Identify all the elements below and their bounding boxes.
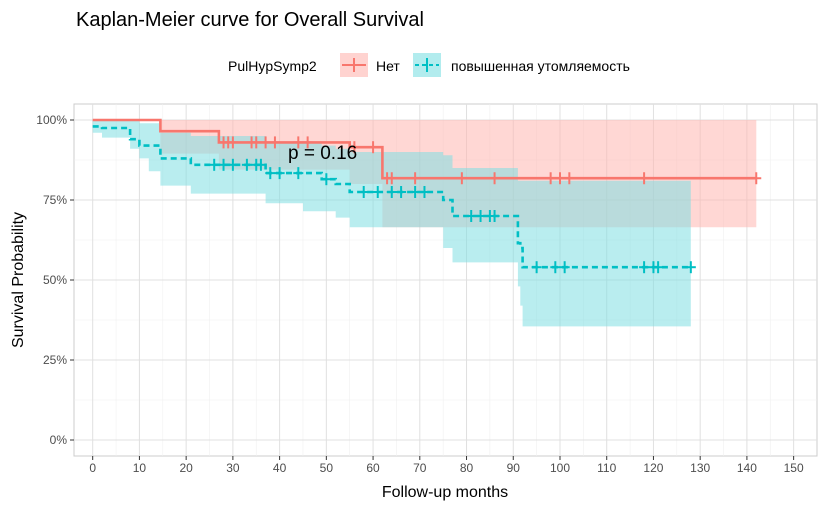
y-tick-label: 0% — [50, 433, 68, 447]
censor-mark-1 — [386, 186, 397, 198]
censor-mark-0 — [410, 172, 421, 185]
censor-mark-1 — [559, 261, 570, 274]
x-axis: 0 10 20 30 40 50 60 70 80 90 100 110 120 130 140 150 — [89, 456, 804, 475]
censor-mark-0 — [386, 172, 397, 185]
y-tick-label: 75% — [43, 193, 67, 207]
x-tick-label: 80 — [460, 461, 474, 475]
censor-mark-1 — [531, 261, 542, 274]
survival-curves — [92, 118, 757, 269]
x-tick-label: 20 — [179, 461, 193, 475]
censor-mark-1 — [489, 210, 500, 222]
censor-mark-0 — [251, 136, 262, 149]
x-tick-label: 120 — [643, 461, 663, 475]
legend-key-0 — [342, 58, 366, 72]
x-tick-label: 90 — [507, 461, 521, 475]
censor-mark-0 — [751, 172, 762, 185]
censor-mark-1 — [274, 167, 285, 180]
x-tick-label: 150 — [784, 461, 804, 475]
x-axis-title: Follow-up months — [382, 484, 508, 501]
censor-mark-0 — [456, 172, 467, 185]
survival-line-1 — [92, 125, 691, 269]
censor-mark-1 — [218, 158, 229, 171]
x-tick-label: 30 — [226, 461, 240, 475]
censor-mark-0 — [368, 141, 379, 154]
x-tick-label: 60 — [366, 461, 380, 475]
x-tick-label: 50 — [320, 461, 334, 475]
censor-marks — [209, 136, 762, 274]
x-tick-label: 130 — [690, 461, 710, 475]
ci-band-1 — [92, 120, 691, 327]
censor-mark-1 — [358, 186, 369, 198]
censor-mark-1 — [209, 158, 220, 171]
censor-mark-1 — [550, 261, 561, 274]
censor-mark-1 — [639, 261, 650, 274]
y-tick-label: 25% — [43, 353, 67, 367]
p-value-annotation: p = 0.16 — [288, 143, 357, 164]
censor-mark-1 — [419, 186, 430, 198]
censor-mark-1 — [653, 261, 664, 274]
censor-mark-0 — [564, 172, 575, 185]
censor-mark-1 — [372, 186, 383, 198]
censor-mark-0 — [227, 136, 238, 149]
censor-mark-1 — [265, 167, 276, 180]
censor-mark-1 — [227, 158, 238, 171]
legend-key-1 — [415, 58, 439, 72]
censor-mark-1 — [293, 167, 304, 180]
y-axis: 0% 25% 50% 75% 100% — [36, 113, 74, 447]
censor-mark-0 — [489, 172, 500, 185]
censor-mark-1 — [241, 158, 252, 171]
censor-mark-0 — [639, 172, 650, 185]
x-tick-label: 10 — [133, 461, 147, 475]
censor-mark-0 — [293, 136, 304, 149]
censor-mark-1 — [396, 186, 407, 198]
censor-mark-1 — [255, 158, 266, 171]
censor-mark-0 — [545, 172, 556, 185]
censor-mark-1 — [685, 261, 696, 274]
legend: PulHypSymp2 Нет повышенная утомляемость — [228, 53, 630, 77]
legend-title: PulHypSymp2 — [228, 58, 317, 74]
censor-mark-1 — [410, 186, 421, 198]
legend-label-0: Нет — [376, 58, 400, 74]
survival-line-0 — [92, 118, 757, 180]
y-tick-label: 100% — [36, 113, 67, 127]
censor-mark-1 — [466, 210, 477, 222]
x-tick-label: 100 — [550, 461, 570, 475]
censor-mark-0 — [302, 136, 313, 149]
x-tick-label: 110 — [597, 461, 616, 475]
censor-mark-0 — [260, 136, 271, 149]
x-tick-label: 40 — [273, 461, 287, 475]
censor-mark-0 — [554, 172, 565, 185]
x-tick-label: 140 — [737, 461, 757, 475]
chart-title: Kaplan-Meier curve for Overall Survival — [76, 9, 424, 31]
x-tick-label: 0 — [89, 461, 96, 475]
confidence-bands — [92, 120, 757, 327]
x-tick-label: 70 — [413, 461, 427, 475]
y-tick-label: 50% — [43, 273, 67, 287]
censor-mark-1 — [321, 173, 332, 186]
censor-mark-0 — [269, 136, 280, 149]
legend-label-1: повышенная утомляемость — [451, 58, 630, 74]
censor-mark-0 — [349, 141, 360, 154]
y-axis-title: Survival Probability — [10, 212, 27, 348]
censor-mark-1 — [475, 210, 486, 222]
